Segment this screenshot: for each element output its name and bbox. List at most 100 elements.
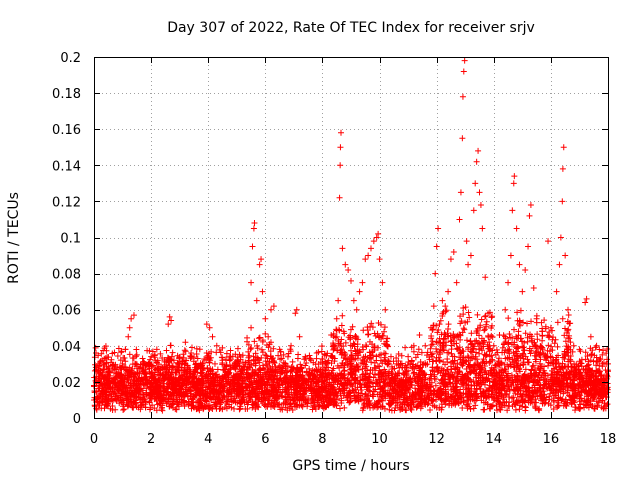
data-point bbox=[529, 363, 536, 370]
data-point bbox=[263, 352, 270, 359]
data-point bbox=[524, 320, 531, 327]
data-point bbox=[210, 389, 217, 396]
data-point bbox=[306, 352, 313, 359]
data-point bbox=[584, 362, 591, 369]
data-point bbox=[364, 331, 371, 338]
data-point bbox=[248, 279, 255, 286]
data-point bbox=[528, 366, 535, 373]
data-point bbox=[376, 352, 383, 359]
data-point bbox=[164, 354, 171, 361]
data-point bbox=[502, 365, 509, 372]
data-point bbox=[543, 396, 550, 403]
data-point bbox=[503, 398, 510, 405]
data-point bbox=[528, 372, 535, 379]
data-point bbox=[334, 347, 341, 354]
data-point bbox=[566, 370, 573, 377]
data-point bbox=[457, 332, 464, 339]
data-point bbox=[408, 344, 415, 351]
data-point bbox=[534, 336, 541, 343]
data-point bbox=[539, 332, 546, 339]
data-point bbox=[273, 389, 280, 396]
data-point bbox=[513, 368, 520, 375]
data-point bbox=[443, 366, 450, 373]
data-point bbox=[362, 391, 369, 398]
data-point bbox=[538, 319, 545, 326]
data-point bbox=[322, 404, 329, 411]
data-point bbox=[315, 349, 322, 356]
data-point bbox=[234, 345, 241, 352]
data-point bbox=[255, 403, 262, 410]
data-point bbox=[392, 404, 399, 411]
data-point bbox=[471, 367, 478, 374]
data-point bbox=[384, 335, 391, 342]
data-point bbox=[477, 324, 484, 331]
data-point bbox=[545, 400, 552, 407]
data-point bbox=[463, 238, 470, 245]
data-point bbox=[220, 367, 227, 374]
data-point bbox=[439, 376, 446, 383]
data-point bbox=[347, 342, 354, 349]
data-point bbox=[138, 402, 145, 409]
data-point bbox=[145, 363, 152, 370]
data-point bbox=[182, 339, 189, 346]
data-point bbox=[458, 394, 465, 401]
data-point bbox=[429, 397, 436, 404]
data-point bbox=[178, 364, 185, 371]
data-point bbox=[482, 312, 489, 319]
data-point bbox=[435, 354, 442, 361]
data-point bbox=[481, 393, 488, 400]
data-point bbox=[399, 384, 406, 391]
data-point bbox=[420, 361, 427, 368]
data-point bbox=[173, 400, 180, 407]
data-point bbox=[133, 351, 140, 358]
data-point bbox=[533, 399, 540, 406]
data-point bbox=[588, 351, 595, 358]
data-point bbox=[180, 392, 187, 399]
data-point bbox=[336, 386, 343, 393]
data-point bbox=[470, 207, 477, 214]
data-point bbox=[265, 375, 272, 382]
data-point bbox=[560, 144, 567, 151]
data-point bbox=[188, 405, 195, 412]
data-point bbox=[500, 396, 507, 403]
data-point bbox=[460, 305, 467, 312]
data-point bbox=[128, 315, 135, 322]
data-point bbox=[139, 355, 146, 362]
data-point bbox=[581, 378, 588, 385]
data-point bbox=[270, 376, 277, 383]
data-point bbox=[547, 376, 554, 383]
data-point bbox=[577, 348, 584, 355]
data-point bbox=[366, 355, 373, 362]
data-point bbox=[480, 358, 487, 365]
data-point bbox=[276, 362, 283, 369]
data-point bbox=[349, 323, 356, 330]
data-point bbox=[259, 399, 266, 406]
data-point bbox=[294, 355, 301, 362]
data-point bbox=[563, 369, 570, 376]
data-point bbox=[149, 348, 156, 355]
data-point bbox=[563, 329, 570, 336]
data-point bbox=[103, 377, 110, 384]
data-point bbox=[243, 374, 250, 381]
data-point bbox=[153, 346, 160, 353]
data-point bbox=[271, 386, 278, 393]
data-point bbox=[457, 350, 464, 357]
data-point bbox=[273, 366, 280, 373]
data-point bbox=[527, 202, 534, 209]
data-point bbox=[172, 369, 179, 376]
data-point bbox=[308, 398, 315, 405]
data-point bbox=[395, 351, 402, 358]
data-point bbox=[289, 358, 296, 365]
data-point bbox=[387, 353, 394, 360]
data-point bbox=[248, 387, 255, 394]
data-point bbox=[162, 361, 169, 368]
data-point bbox=[439, 390, 446, 397]
data-point bbox=[593, 362, 600, 369]
data-point bbox=[483, 318, 490, 325]
data-point bbox=[161, 365, 168, 372]
data-point bbox=[565, 312, 572, 319]
data-point bbox=[468, 348, 475, 355]
data-point bbox=[347, 336, 354, 343]
data-point bbox=[342, 261, 349, 268]
data-point bbox=[445, 288, 452, 295]
